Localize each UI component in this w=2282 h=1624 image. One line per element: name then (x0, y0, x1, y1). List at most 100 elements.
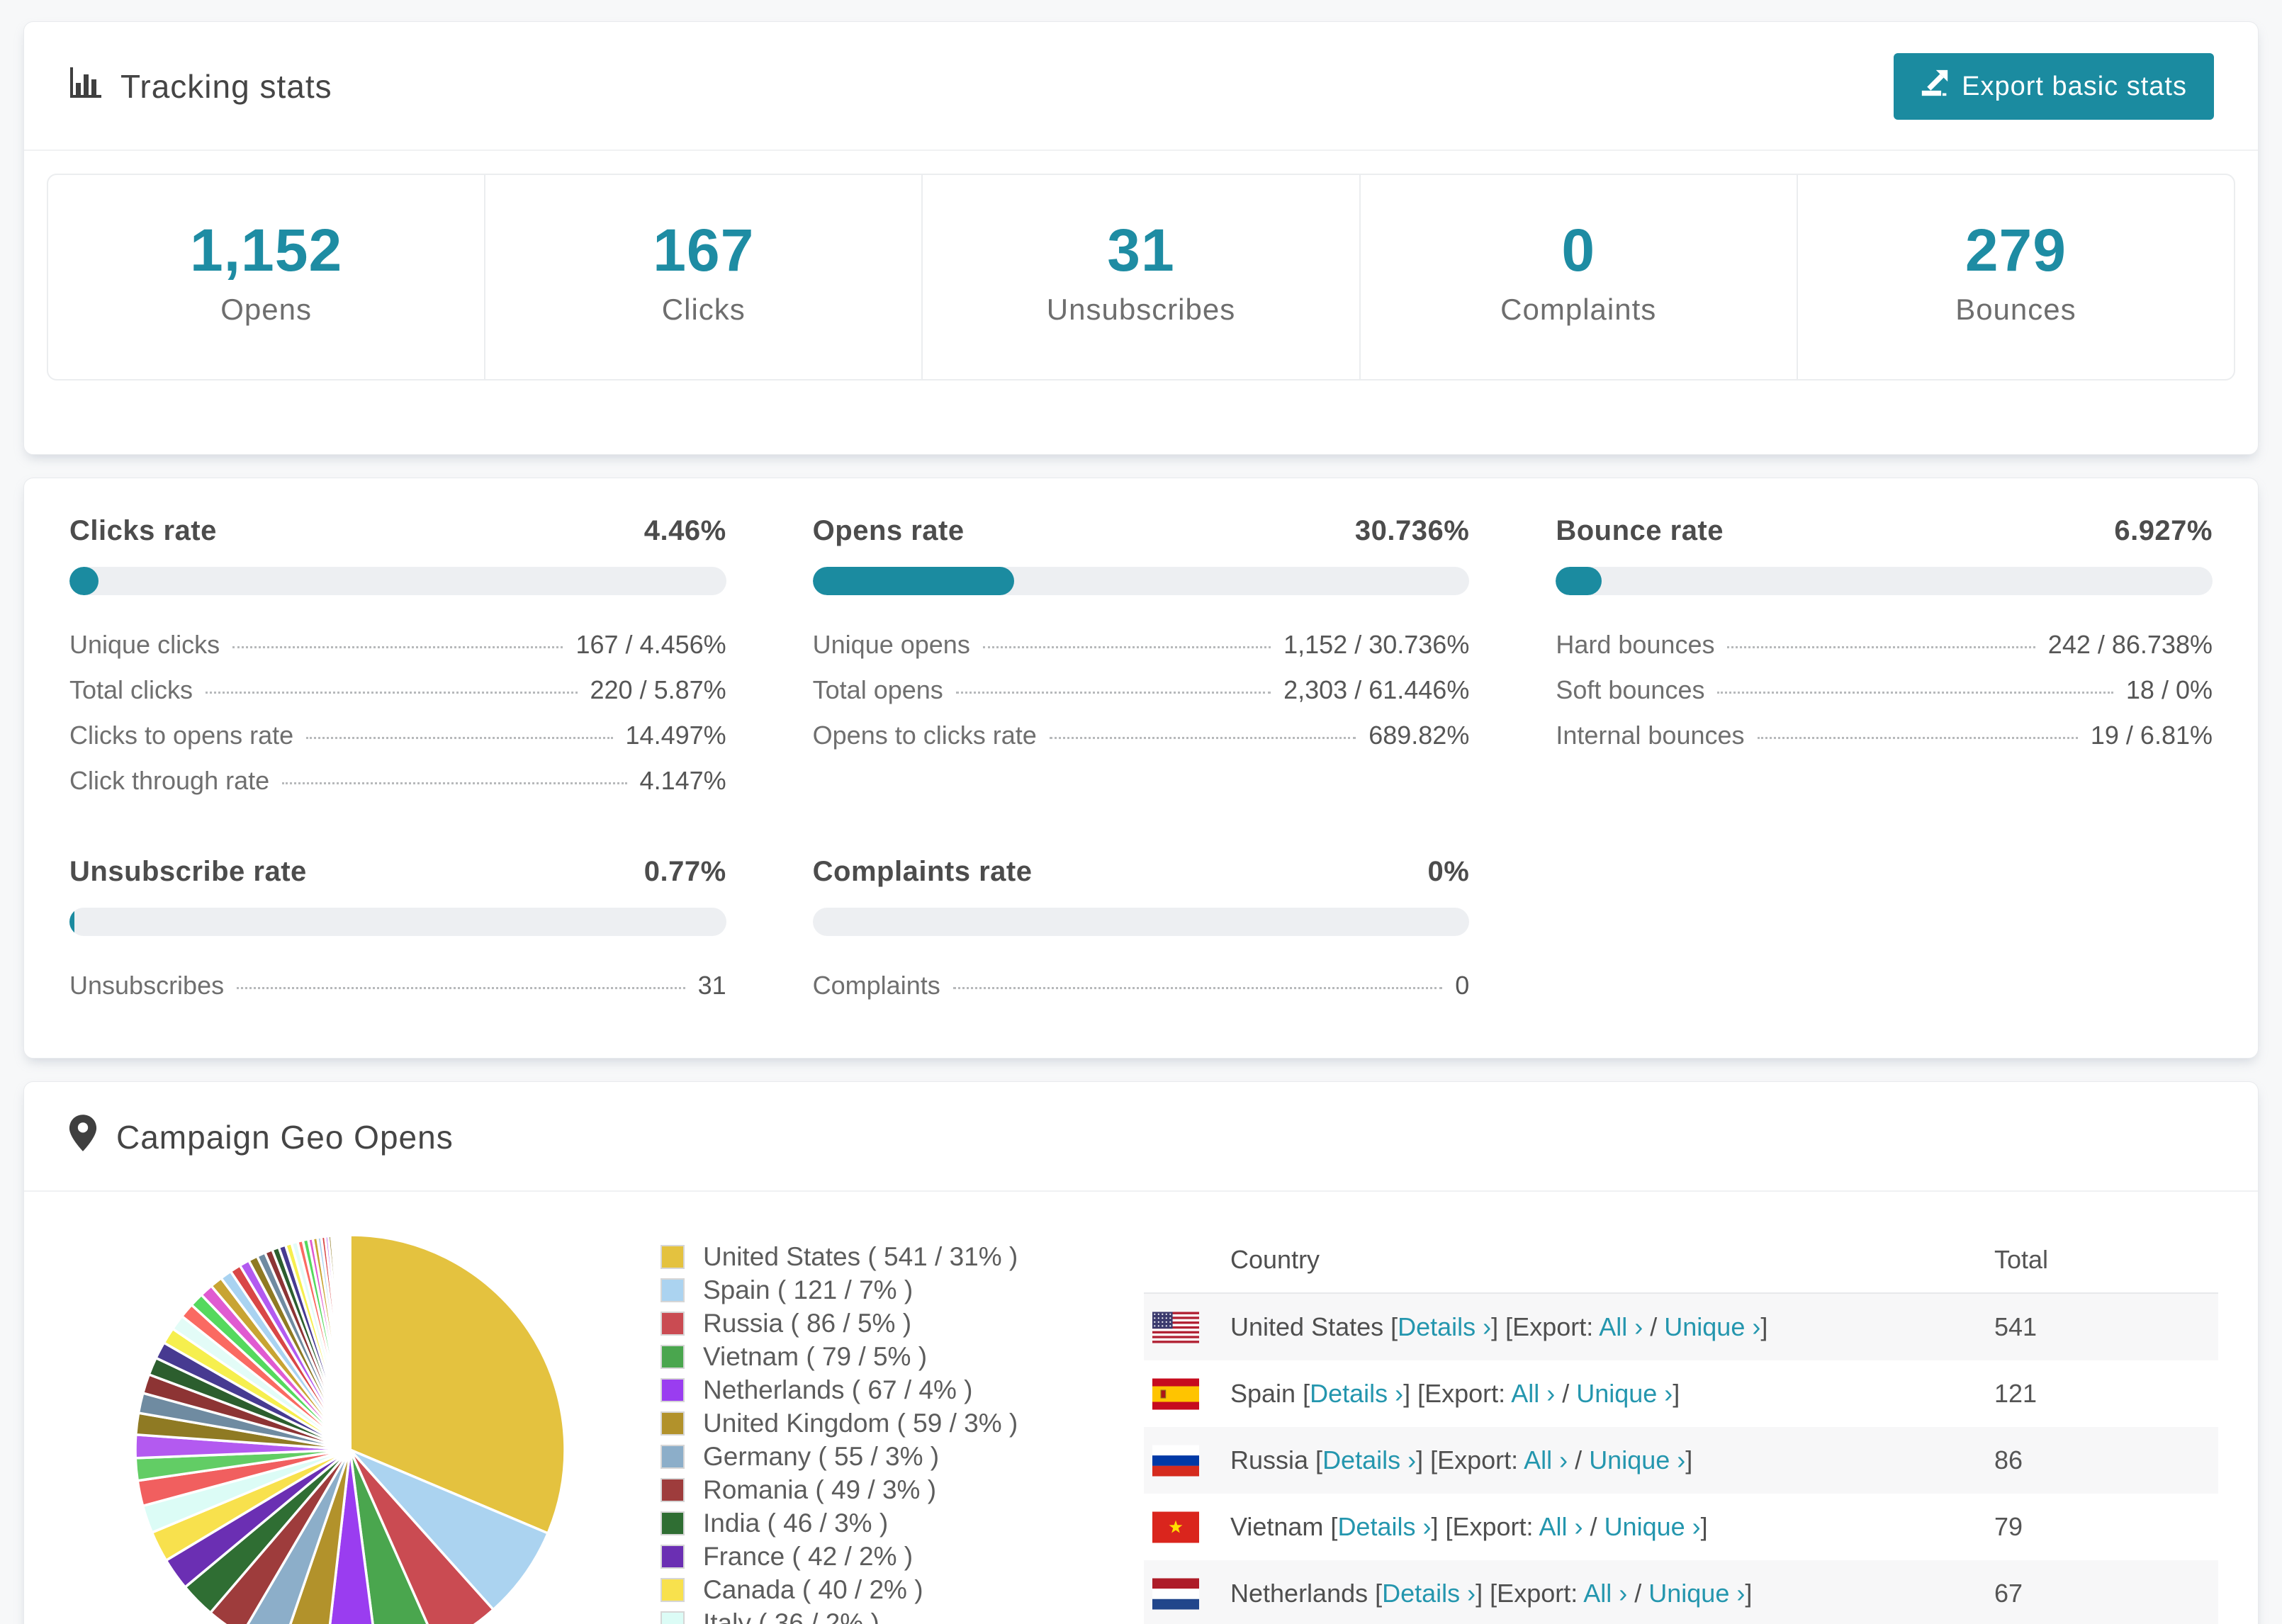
country-cell: Russia [Details ›] [Export: All › / Uniq… (1230, 1445, 1693, 1474)
legend-item: Italy ( 36 / 2% ) (661, 1606, 1086, 1624)
export-unique-link[interactable]: Unique › (1576, 1379, 1673, 1408)
details-link[interactable]: Details › (1398, 1312, 1492, 1341)
legend-swatch-icon (661, 1244, 685, 1269)
pie-slice (349, 1449, 429, 1624)
stat-label: Bounces (1955, 293, 2076, 326)
legend-item: Romania ( 49 / 3% ) (661, 1473, 1086, 1506)
legend-swatch-icon (661, 1411, 685, 1436)
legend-label: Netherlands ( 67 / 4% ) (703, 1375, 973, 1404)
export-unique-link[interactable]: Unique › (1664, 1312, 1761, 1341)
export-all-link[interactable]: All › (1583, 1579, 1628, 1608)
rate-value: 4.46% (643, 515, 726, 546)
rate-head: Clicks rate 4.46% (69, 515, 726, 547)
stat-box-unsubscribes: 31 Unsubscribes (921, 175, 1359, 379)
rates-card: Clicks rate 4.46% Unique clicks 167 / 4.… (23, 478, 2259, 1059)
legend-label: Canada ( 40 / 2% ) (703, 1574, 923, 1604)
rate-progress-track (812, 908, 1470, 936)
rate-progress-track (1556, 567, 2213, 595)
rate-value: 30.736% (1354, 515, 1470, 546)
export-basic-stats-button[interactable]: Export basic stats (1894, 53, 2214, 120)
country-column-header: Country (1230, 1245, 1320, 1274)
export-all-link[interactable]: All › (1539, 1512, 1583, 1541)
rate-detail-value: 2,303 / 61.446% (1283, 675, 1470, 704)
legend-swatch-icon (661, 1611, 685, 1624)
export-all-link[interactable]: All › (1511, 1379, 1556, 1408)
rate-detail-value: 18 / 0% (2125, 675, 2213, 704)
stat-value: 1,152 (189, 217, 343, 283)
export-all-link[interactable]: All › (1524, 1445, 1568, 1474)
dotted-leader (1727, 646, 2035, 648)
pie-slice (349, 1234, 566, 1535)
tracking-stats-card: Tracking stats Export basic stats 1,152 … (23, 21, 2259, 455)
stat-box-opens: 1,152 Opens (48, 175, 484, 379)
rate-progress-fill (69, 567, 99, 595)
geo-legend: United States ( 541 / 31% ) Spain ( 121 … (661, 1240, 1086, 1624)
legend-swatch-icon (661, 1511, 685, 1535)
rate-detail-row: Internal bounces 19 / 6.81% (1556, 713, 2213, 758)
dotted-leader (982, 646, 1271, 648)
table-row-us: United States [Details ›] [Export: All ›… (1144, 1294, 2218, 1360)
rate-detail-value: 242 / 86.738% (2047, 630, 2213, 659)
legend-item: Spain ( 121 / 7% ) (661, 1273, 1086, 1307)
table-row-vn: Vietnam [Details ›] [Export: All › / Uni… (1144, 1494, 2218, 1560)
map-pin-icon (68, 1113, 98, 1161)
legend-label: Vietnam ( 79 / 5% ) (703, 1341, 928, 1371)
stat-label: Clicks (661, 293, 746, 326)
tracking-stats-header: Tracking stats Export basic stats (24, 22, 2258, 151)
rate-detail-row: Hard bounces 242 / 86.738% (1556, 622, 2213, 667)
geo-table: Country Total United States [Details ›] … (1144, 1227, 2218, 1624)
details-link[interactable]: Details › (1382, 1579, 1476, 1608)
table-row-nl: Netherlands [Details ›] [Export: All › /… (1144, 1560, 2218, 1624)
legend-label: United Kingdom ( 59 / 3% ) (703, 1408, 1018, 1438)
stat-label: Complaints (1500, 293, 1657, 326)
legend-swatch-icon (661, 1377, 685, 1402)
rate-detail-value: 14.497% (625, 721, 726, 750)
rate-detail-label: Hard bounces (1556, 630, 1715, 659)
geo-title: Campaign Geo Opens (116, 1118, 454, 1156)
pie-slice (349, 1448, 550, 1612)
flag-vn-icon (1152, 1511, 1199, 1543)
export-unique-link[interactable]: Unique › (1604, 1512, 1701, 1541)
rate-value: 0% (1427, 856, 1470, 887)
legend-label: Russia ( 86 / 5% ) (703, 1308, 912, 1338)
total-cell: 79 (1994, 1512, 2023, 1541)
export-all-link[interactable]: All › (1599, 1312, 1643, 1341)
legend-swatch-icon (661, 1444, 685, 1469)
rate-detail-row: Clicks to opens rate 14.497% (69, 713, 726, 758)
rate-title: Complaints rate (812, 856, 1033, 887)
rate-detail-value: 19 / 6.81% (2090, 721, 2213, 750)
total-cell: 121 (1994, 1379, 2038, 1408)
rate-detail-rows: Complaints 0 (813, 963, 1470, 1008)
total-cell: 541 (1994, 1312, 2038, 1341)
export-button-label: Export basic stats (1962, 71, 2187, 101)
rate-detail-value: 0 (1455, 971, 1470, 1000)
details-link[interactable]: Details › (1310, 1379, 1404, 1408)
legend-swatch-icon (661, 1344, 685, 1369)
country-cell: Netherlands [Details ›] [Export: All › /… (1230, 1579, 1753, 1608)
geo-table-header: Country Total (1144, 1227, 2218, 1294)
page-title: Tracking stats (68, 66, 332, 108)
dotted-leader (206, 692, 578, 694)
rate-detail-row: Total clicks 220 / 5.87% (69, 667, 726, 713)
export-unique-link[interactable]: Unique › (1648, 1579, 1746, 1608)
details-link[interactable]: Details › (1337, 1512, 1432, 1541)
legend-item: Canada ( 40 / 2% ) (661, 1573, 1086, 1606)
stat-value: 0 (1561, 217, 1596, 283)
legend-label: United States ( 541 / 31% ) (703, 1241, 1018, 1271)
rate-value: 0.77% (643, 856, 726, 887)
dotted-leader (1717, 692, 2113, 694)
bar-chart-icon (68, 66, 102, 108)
legend-swatch-icon (661, 1311, 685, 1336)
rate-block: Clicks rate 4.46% Unique clicks 167 / 4.… (69, 515, 726, 803)
rate-detail-label: Unique clicks (69, 630, 220, 659)
rate-value: 6.927% (2114, 515, 2213, 546)
country-cell: Vietnam [Details ›] [Export: All › / Uni… (1230, 1512, 1708, 1541)
rate-detail-label: Opens to clicks rate (812, 721, 1037, 750)
details-link[interactable]: Details › (1322, 1445, 1417, 1474)
rate-detail-label: Clicks to opens rate (69, 721, 294, 750)
pie-slice (328, 1449, 374, 1624)
country-cell: Spain [Details ›] [Export: All › / Uniqu… (1230, 1379, 1680, 1408)
export-unique-link[interactable]: Unique › (1589, 1445, 1686, 1474)
legend-label: Italy ( 36 / 2% ) (703, 1608, 879, 1624)
